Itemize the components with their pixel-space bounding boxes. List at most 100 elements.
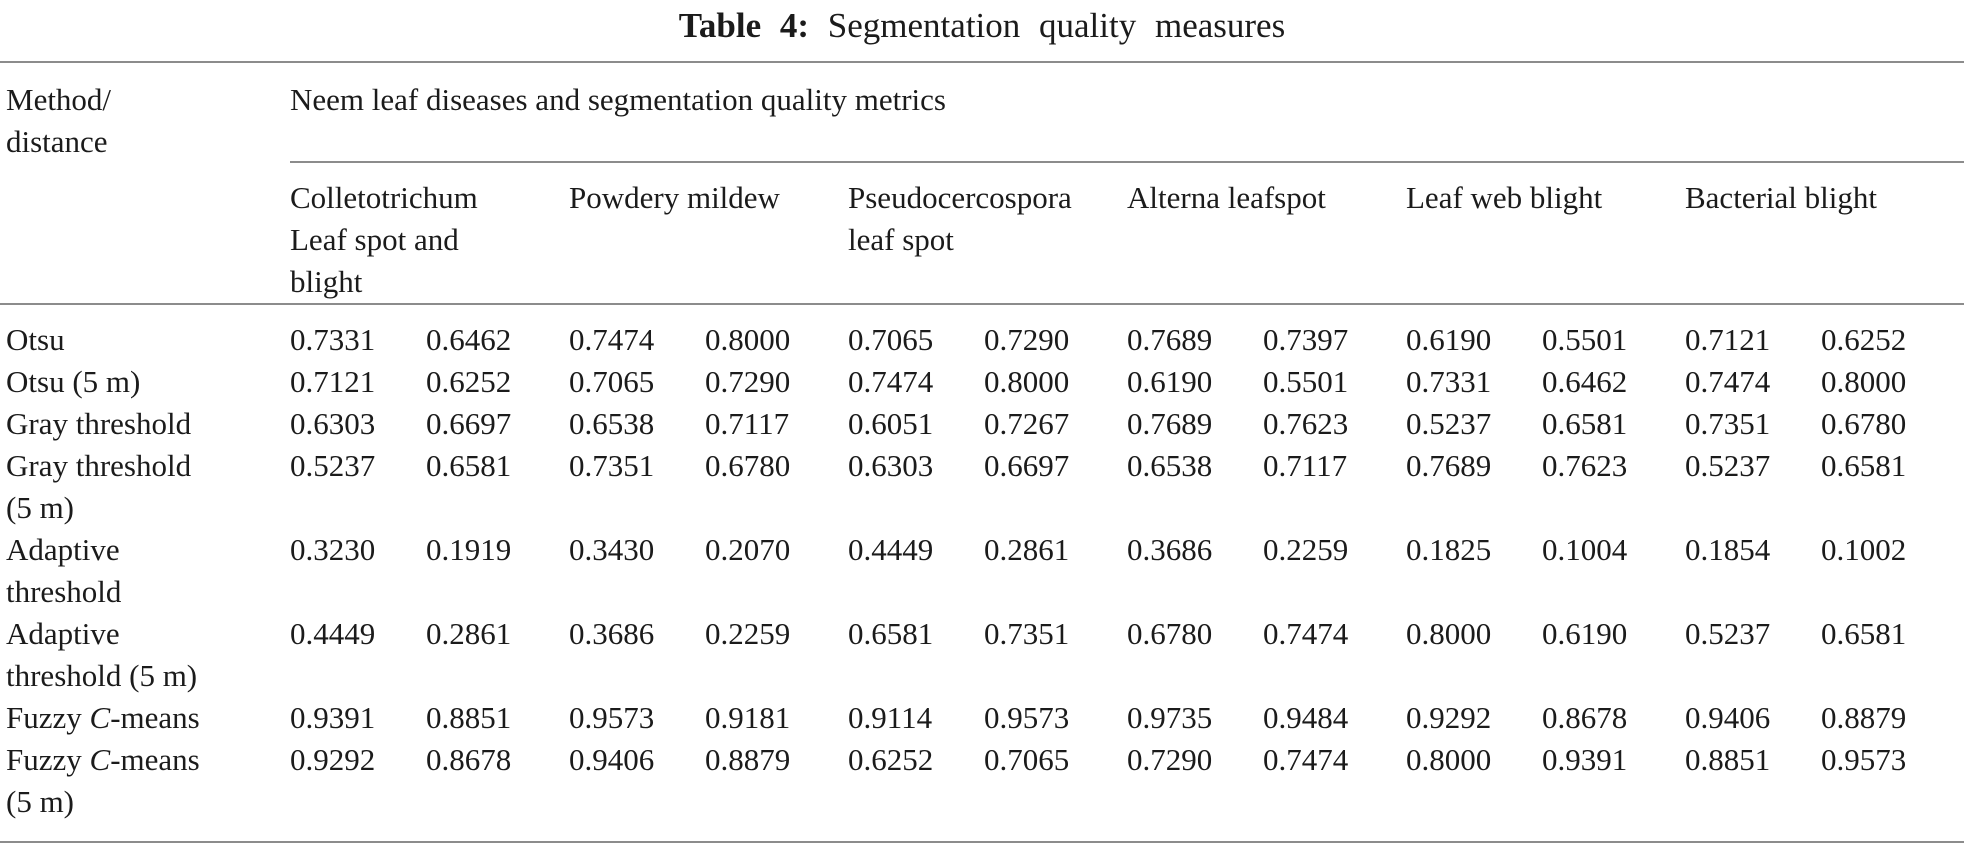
metric-value-cell: 0.8000	[984, 364, 1070, 399]
table-row: Gray threshold (5 m) 0.5237 0.6581 0.7351 0.…	[0, 445, 1964, 529]
method-label: Fuzzy C-means (5 m)	[6, 742, 200, 819]
metric-value-cell: 0.4449	[290, 616, 376, 651]
metric-value-cell: 0.6581	[848, 616, 934, 651]
method-label: Gray threshold (5 m)	[6, 448, 192, 525]
diseases-group-header: Neem leaf diseases and segmentation qual…	[290, 62, 1964, 163]
metric-value-cell: 0.9406	[569, 742, 655, 777]
metric-value-cell: 0.5501	[1263, 364, 1349, 399]
metric-value-cell: 0.7065	[984, 742, 1070, 777]
metric-value-cell: 0.6190	[1406, 322, 1492, 357]
table-caption: Segmentation quality measures	[827, 6, 1286, 45]
table-number-label: Table 4:	[678, 6, 810, 45]
metric-value-cell: 0.2070	[705, 532, 791, 567]
metric-value-cell: 0.8000	[1406, 742, 1492, 777]
column-header-5: Bacterial blight	[1685, 162, 1964, 305]
column-header-4: Leaf web blight	[1406, 162, 1685, 305]
metric-value-cell: 0.7351	[569, 448, 655, 483]
metric-value-cell: 0.6538	[1127, 448, 1213, 483]
table-row: Adaptive threshold 0.3230 0.1919 0.3430 0.20…	[0, 529, 1964, 613]
table-row: Otsu (5 m) 0.7121 0.6252 0.7065 0.7290 0.7474…	[0, 361, 1964, 403]
metric-value-cell: 0.7290	[984, 322, 1070, 357]
metric-value-cell: 0.2259	[1263, 532, 1349, 567]
metric-value-cell: 0.7351	[984, 616, 1070, 651]
metric-value-cell: 0.6462	[1542, 364, 1628, 399]
metric-value-cell: 0.7351	[1685, 406, 1771, 441]
metric-value-cell: 0.6581	[1821, 448, 1907, 483]
metric-value-cell: 0.1919	[426, 532, 512, 567]
metric-value-cell: 0.7121	[1685, 322, 1771, 357]
metric-value-cell: 0.5237	[290, 448, 376, 483]
metric-value-cell: 0.6581	[1542, 406, 1628, 441]
metric-value-cell: 0.7623	[1542, 448, 1628, 483]
metric-value-cell: 0.8000	[1406, 616, 1492, 651]
metric-value-cell: 0.6190	[1542, 616, 1628, 651]
metric-value-cell: 0.9292	[1406, 700, 1492, 735]
metric-value-cell: 0.9406	[1685, 700, 1771, 735]
metric-value-cell: 0.9573	[1821, 742, 1907, 777]
metric-value-cell: 0.8851	[1685, 742, 1771, 777]
metric-value-cell: 0.8851	[426, 700, 512, 735]
metric-value-cell: 0.8000	[705, 322, 791, 357]
paper-table-figure: Table 4: Segmentation quality measures M…	[0, 4, 1964, 856]
metric-value-cell: 0.8879	[705, 742, 791, 777]
table-row: Fuzzy C-means 0.9391 0.8851 0.9573 0.9181 0.9…	[0, 697, 1964, 739]
metric-value-cell: 0.7331	[290, 322, 376, 357]
metric-value-cell: 0.1004	[1542, 532, 1628, 567]
table-row: Adaptive threshold (5 m) 0.4449 0.2861 0.36…	[0, 613, 1964, 697]
metric-value-cell: 0.6780	[1127, 616, 1213, 651]
metric-value-cell: 0.7065	[848, 322, 934, 357]
method-label: Otsu	[6, 322, 65, 357]
column-header-1: Powdery mildew	[569, 162, 848, 305]
metric-value-cell: 0.8879	[1821, 700, 1907, 735]
metric-value-cell: 0.7267	[984, 406, 1070, 441]
method-distance-header: Method/ distance	[0, 62, 290, 305]
table-row: Otsu 0.7331 0.6462 0.7474 0.8000 0.7065 0.7290…	[0, 304, 1964, 361]
metric-value-cell: 0.6252	[426, 364, 512, 399]
metric-value-cell: 0.7623	[1263, 406, 1349, 441]
metric-value-cell: 0.6190	[1127, 364, 1213, 399]
metric-value-cell: 0.7474	[848, 364, 934, 399]
column-header-3: Alterna leafspot	[1127, 162, 1406, 305]
metric-value-cell: 0.7331	[1406, 364, 1492, 399]
metric-value-cell: 0.6581	[426, 448, 512, 483]
metric-value-cell: 0.6303	[848, 448, 934, 483]
metric-value-cell: 0.6303	[290, 406, 376, 441]
disease-columns-header-row: Colletotrichum Leaf spot and blight Powde…	[0, 162, 1964, 305]
metric-value-cell: 0.6538	[569, 406, 655, 441]
metric-value-cell: 0.7290	[1127, 742, 1213, 777]
metric-value-cell: 0.2259	[705, 616, 791, 651]
table-title: Table 4: Segmentation quality measures	[0, 4, 1964, 48]
metric-value-cell: 0.5501	[1542, 322, 1628, 357]
metric-value-cell: 0.7474	[1685, 364, 1771, 399]
metric-value-cell: 0.3230	[290, 532, 376, 567]
metric-value-cell: 0.2861	[984, 532, 1070, 567]
table-row: Fuzzy C-means (5 m) 0.9292 0.8678 0.9406 0.8…	[0, 739, 1964, 842]
metric-value-cell: 0.7474	[569, 322, 655, 357]
column-header-0: Colletotrichum Leaf spot and blight	[290, 162, 569, 305]
metric-value-cell: 0.7689	[1127, 322, 1213, 357]
method-label: Adaptive threshold (5 m)	[6, 616, 198, 693]
metric-value-cell: 0.5237	[1406, 406, 1492, 441]
metric-value-cell: 0.7689	[1406, 448, 1492, 483]
metric-value-cell: 0.7117	[1263, 448, 1348, 483]
method-label: Fuzzy C-means	[6, 700, 200, 735]
metric-value-cell: 0.7290	[705, 364, 791, 399]
metric-value-cell: 0.7117	[705, 406, 790, 441]
metric-value-cell: 0.3686	[569, 616, 655, 651]
metric-value-cell: 0.9484	[1263, 700, 1349, 735]
metric-value-cell: 0.6780	[1821, 406, 1907, 441]
metric-value-cell: 0.2861	[426, 616, 512, 651]
table-row: Gray threshold 0.6303 0.6697 0.6538 0.7117 0.…	[0, 403, 1964, 445]
method-label: Adaptive threshold	[6, 532, 122, 609]
metric-value-cell: 0.8000	[1821, 364, 1907, 399]
metric-value-cell: 0.5237	[1685, 448, 1771, 483]
metric-value-cell: 0.4449	[848, 532, 934, 567]
method-label: Gray threshold	[6, 406, 192, 441]
metric-value-cell: 0.5237	[1685, 616, 1771, 651]
metric-value-cell: 0.6252	[1821, 322, 1907, 357]
metric-value-cell: 0.3430	[569, 532, 655, 567]
metric-value-cell: 0.6462	[426, 322, 512, 357]
metric-value-cell: 0.7397	[1263, 322, 1349, 357]
metric-value-cell: 0.1854	[1685, 532, 1771, 567]
metric-value-cell: 0.9391	[290, 700, 376, 735]
